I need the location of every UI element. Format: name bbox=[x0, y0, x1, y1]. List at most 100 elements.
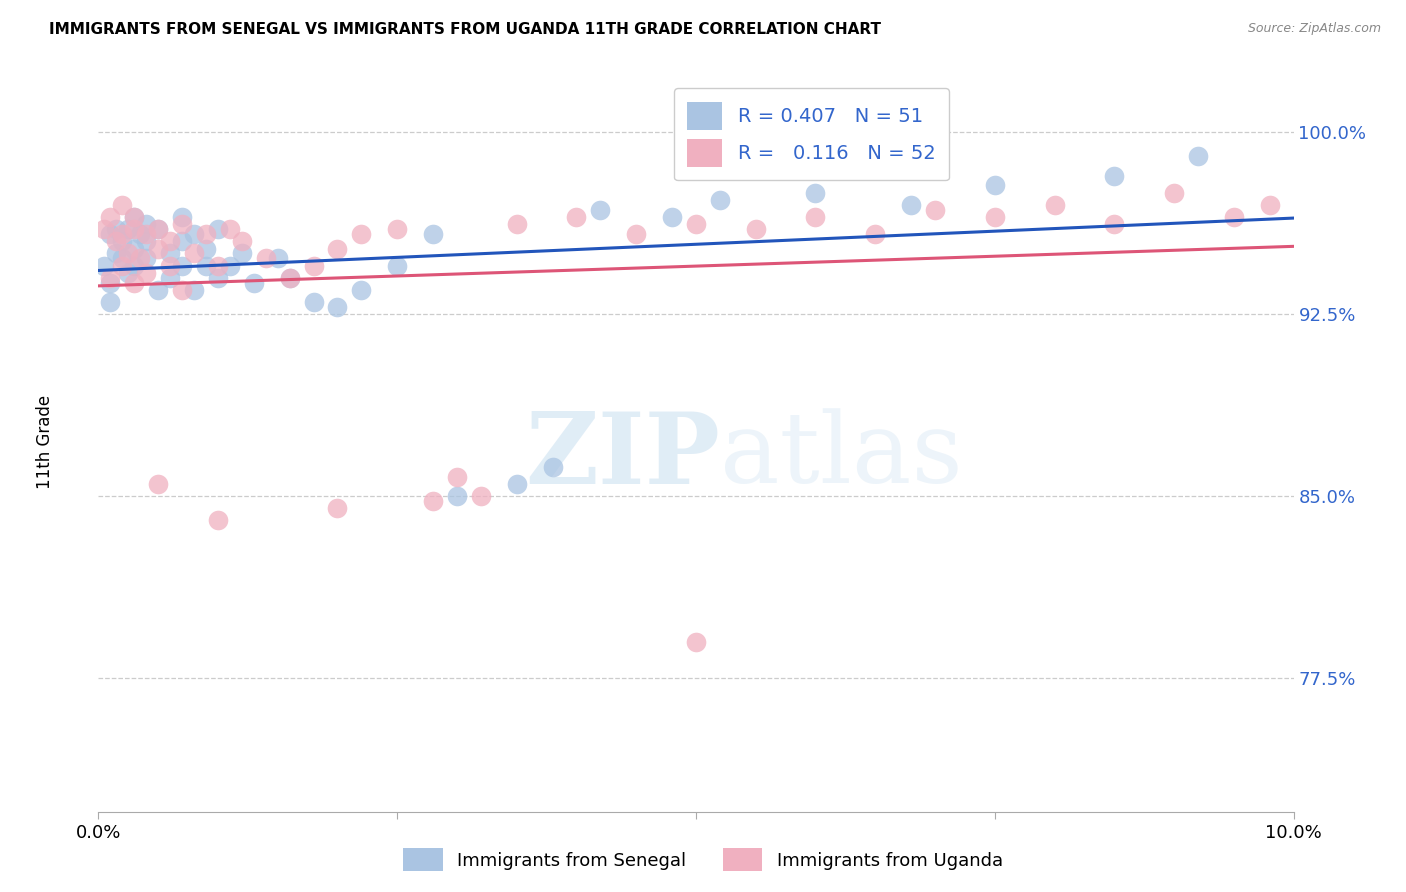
Point bbox=[1163, 186, 1185, 200]
Point bbox=[124, 242, 146, 256]
Point bbox=[1104, 217, 1126, 231]
Point bbox=[183, 246, 205, 260]
Point bbox=[93, 222, 115, 236]
Point bbox=[183, 283, 205, 297]
Point bbox=[111, 259, 134, 273]
Point bbox=[111, 198, 134, 212]
Point bbox=[900, 198, 922, 212]
Point bbox=[159, 234, 181, 248]
Point bbox=[626, 227, 648, 241]
Point bbox=[350, 227, 373, 241]
Point bbox=[924, 202, 946, 217]
Point bbox=[105, 246, 128, 260]
Point bbox=[117, 266, 139, 280]
Point bbox=[207, 270, 229, 285]
Point bbox=[148, 283, 170, 297]
Point bbox=[804, 210, 827, 224]
Point bbox=[98, 210, 122, 224]
Point bbox=[98, 270, 122, 285]
Text: atlas: atlas bbox=[720, 409, 963, 504]
Point bbox=[195, 227, 218, 241]
Point bbox=[422, 227, 444, 241]
Point bbox=[98, 227, 122, 241]
Point bbox=[1223, 210, 1246, 224]
Point bbox=[326, 501, 349, 516]
Point bbox=[105, 234, 128, 248]
Point bbox=[422, 494, 444, 508]
Point bbox=[804, 186, 827, 200]
Point bbox=[159, 270, 181, 285]
Point bbox=[98, 276, 122, 290]
Point bbox=[506, 477, 529, 491]
Point bbox=[565, 210, 588, 224]
Point bbox=[326, 300, 349, 314]
Point bbox=[117, 246, 139, 260]
Point bbox=[148, 222, 170, 236]
Point bbox=[984, 178, 1007, 193]
Point bbox=[129, 252, 152, 266]
Point bbox=[302, 295, 325, 310]
Point bbox=[207, 513, 229, 527]
Point bbox=[219, 259, 242, 273]
Text: IMMIGRANTS FROM SENEGAL VS IMMIGRANTS FROM UGANDA 11TH GRADE CORRELATION CHART: IMMIGRANTS FROM SENEGAL VS IMMIGRANTS FR… bbox=[49, 22, 882, 37]
Point bbox=[254, 252, 277, 266]
Point bbox=[111, 227, 134, 241]
Point bbox=[111, 252, 134, 266]
Point bbox=[446, 469, 468, 483]
Point bbox=[446, 489, 468, 503]
Point bbox=[207, 259, 229, 273]
Point bbox=[135, 252, 157, 266]
Point bbox=[124, 210, 146, 224]
Point bbox=[124, 210, 146, 224]
Point bbox=[105, 222, 128, 236]
Point bbox=[172, 210, 194, 224]
Point bbox=[1104, 169, 1126, 183]
Point bbox=[1043, 198, 1066, 212]
Point bbox=[326, 242, 349, 256]
Point bbox=[172, 217, 194, 231]
Point bbox=[172, 283, 194, 297]
Legend: R = 0.407   N = 51, R =   0.116   N = 52: R = 0.407 N = 51, R = 0.116 N = 52 bbox=[673, 88, 949, 180]
Point bbox=[385, 222, 409, 236]
Point bbox=[183, 227, 205, 241]
Point bbox=[148, 222, 170, 236]
Point bbox=[984, 210, 1007, 224]
Point bbox=[541, 460, 564, 475]
Point bbox=[661, 210, 683, 224]
Text: ZIP: ZIP bbox=[524, 408, 720, 505]
Text: 11th Grade: 11th Grade bbox=[35, 394, 53, 489]
Point bbox=[195, 259, 218, 273]
Text: Source: ZipAtlas.com: Source: ZipAtlas.com bbox=[1247, 22, 1381, 36]
Point bbox=[195, 242, 218, 256]
Point bbox=[302, 259, 325, 273]
Point bbox=[1258, 198, 1281, 212]
Point bbox=[685, 217, 707, 231]
Point bbox=[135, 227, 157, 241]
Point bbox=[685, 635, 707, 649]
Point bbox=[135, 234, 157, 248]
Point bbox=[172, 259, 194, 273]
Point bbox=[506, 217, 529, 231]
Point bbox=[231, 246, 253, 260]
Point bbox=[124, 259, 146, 273]
Point bbox=[98, 295, 122, 310]
Point bbox=[385, 259, 409, 273]
Point bbox=[1187, 149, 1209, 163]
Point bbox=[93, 259, 115, 273]
Point bbox=[135, 217, 157, 231]
Point bbox=[148, 242, 170, 256]
Point bbox=[129, 227, 152, 241]
Point bbox=[267, 252, 290, 266]
Point bbox=[350, 283, 373, 297]
Point bbox=[117, 222, 139, 236]
Point bbox=[135, 266, 157, 280]
Point bbox=[124, 276, 146, 290]
Point bbox=[231, 234, 253, 248]
Point bbox=[745, 222, 768, 236]
Point bbox=[111, 234, 134, 248]
Point bbox=[148, 477, 170, 491]
Point bbox=[278, 270, 301, 285]
Point bbox=[243, 276, 266, 290]
Point bbox=[159, 246, 181, 260]
Point bbox=[124, 222, 146, 236]
